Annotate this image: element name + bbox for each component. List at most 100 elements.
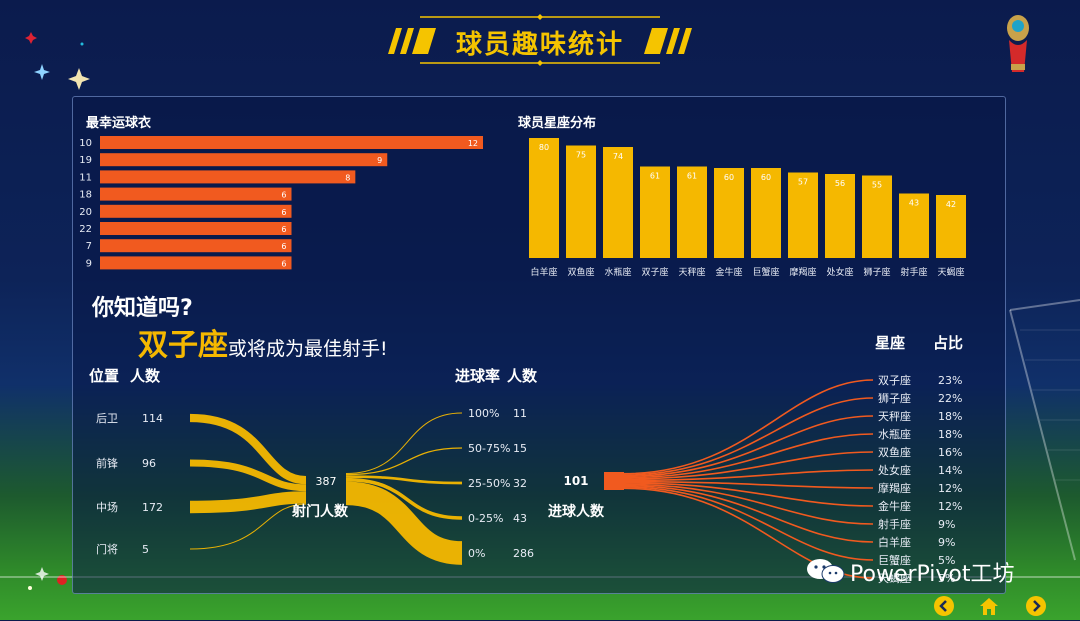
jersey-tick-label: 7 bbox=[86, 241, 92, 252]
source-value: 114 bbox=[142, 412, 163, 425]
callout-highlight: 双子座 bbox=[138, 328, 228, 363]
zodiac-data-label: 80 bbox=[539, 143, 549, 152]
jersey-tick-label: 9 bbox=[86, 258, 92, 269]
zodiac-flow-value: 14% bbox=[938, 464, 962, 477]
jersey-bar bbox=[100, 204, 292, 218]
target-flow bbox=[345, 477, 463, 520]
zodiac-bar bbox=[640, 166, 670, 258]
zodiac-flow-label: 狮子座 bbox=[878, 391, 911, 405]
jersey-bar bbox=[100, 222, 292, 235]
zodiac-data-label: 61 bbox=[650, 172, 660, 181]
jersey-bar bbox=[100, 239, 292, 253]
zodiac-flow bbox=[623, 451, 874, 480]
callout-question: 你知道吗? bbox=[92, 296, 193, 321]
zodiac-flow-value: 16% bbox=[938, 446, 962, 459]
zodiac-tick-label: 金牛座 bbox=[715, 266, 742, 278]
zodiac-header: 星座 bbox=[875, 334, 906, 352]
shot-center-label: 射门人数 bbox=[292, 504, 348, 520]
zodiac-tick-label: 射手座 bbox=[900, 266, 927, 278]
zodiac-bar-chart: 80 白羊座 75 双鱼座 74 水瓶座 61 双子座 61 天秤座 60 金牛座 60 巨蟹座 57 摩羯座… bbox=[529, 138, 966, 278]
zodiac-flow-value: 12% bbox=[938, 482, 962, 495]
jersey-bar-chart: 10 12 19 9 11 8 18 6 20 6 22 6 7 6 9 6 bbox=[79, 136, 483, 270]
chevron-right-icon bbox=[1033, 600, 1041, 612]
jersey-data-label: 8 bbox=[345, 173, 350, 182]
zodiac-tick-label: 巨蟹座 bbox=[752, 266, 779, 278]
jersey-tick-label: 20 bbox=[79, 207, 92, 218]
jersey-tick-label: 18 bbox=[79, 190, 92, 201]
goal-center-bar bbox=[604, 472, 624, 490]
zodiac-data-label: 43 bbox=[909, 199, 919, 208]
source-flow bbox=[189, 459, 307, 492]
zodiac-tick-label: 双鱼座 bbox=[567, 266, 594, 278]
jersey-tick-label: 22 bbox=[79, 224, 92, 235]
zodiac-bar bbox=[862, 175, 892, 258]
rate-count-header: 人数 bbox=[507, 367, 538, 385]
zodiac-tick-label: 水瓶座 bbox=[604, 266, 631, 278]
zodiac-data-label: 60 bbox=[724, 173, 734, 182]
zodiac-flow-label: 处女座 bbox=[878, 463, 911, 477]
zodiac-flow-label: 双鱼座 bbox=[878, 445, 911, 459]
target-flow bbox=[345, 475, 463, 485]
zodiac-flow bbox=[623, 433, 874, 479]
zodiac-data-label: 57 bbox=[798, 178, 808, 187]
source-flow bbox=[189, 491, 307, 514]
star-icon bbox=[34, 64, 50, 80]
zodiac-flow bbox=[623, 415, 874, 478]
jersey-data-label: 6 bbox=[281, 259, 286, 268]
source-value: 96 bbox=[142, 457, 156, 470]
chevron-left-icon bbox=[939, 600, 947, 612]
callout-rest: 或将成为最佳射手! bbox=[228, 338, 388, 360]
zodiac-flow-label: 白羊座 bbox=[878, 535, 911, 549]
zodiac-data-label: 61 bbox=[687, 172, 697, 181]
ratio-header: 占比 bbox=[933, 334, 964, 352]
jersey-chart-title: 最幸运球衣 bbox=[86, 116, 152, 131]
target-flow bbox=[345, 412, 463, 474]
zodiac-flow-label: 巨蟹座 bbox=[878, 553, 911, 567]
zodiac-data-label: 56 bbox=[835, 179, 845, 188]
count-header: 人数 bbox=[130, 367, 161, 385]
zodiac-flow-label: 双子座 bbox=[878, 373, 911, 387]
zodiac-bar bbox=[788, 172, 818, 258]
zodiac-tick-label: 天蝎座 bbox=[937, 266, 964, 278]
jersey-bar bbox=[100, 153, 388, 167]
page-title-banner: 球员趣味统计 bbox=[380, 14, 700, 66]
page-title: 球员趣味统计 bbox=[455, 30, 624, 60]
zodiac-bar bbox=[714, 168, 744, 258]
prev-button[interactable] bbox=[934, 596, 954, 616]
zodiac-tick-label: 狮子座 bbox=[863, 266, 890, 278]
target-label: 0-25% bbox=[468, 512, 503, 525]
next-button[interactable] bbox=[1026, 596, 1046, 616]
zodiac-data-label: 60 bbox=[761, 173, 771, 182]
star-icon bbox=[25, 32, 37, 44]
shot-sankey: 后卫 114 前锋 96 中场 172 门将 5 100% 11 50-75% 15 25-50% 32 0… bbox=[96, 407, 534, 565]
target-value: 286 bbox=[513, 547, 534, 560]
target-label: 25-50% bbox=[468, 477, 510, 490]
target-label: 0% bbox=[468, 547, 485, 560]
zodiac-flow bbox=[623, 469, 874, 482]
zodiac-flow-label: 天蝎座 bbox=[878, 571, 911, 585]
rate-header: 进球率 bbox=[455, 367, 501, 385]
source-label: 中场 bbox=[96, 500, 118, 514]
zodiac-tick-label: 摩羯座 bbox=[789, 266, 816, 278]
burst-icon bbox=[68, 68, 90, 90]
zodiac-tick-label: 处女座 bbox=[826, 266, 853, 278]
jersey-data-label: 9 bbox=[377, 156, 382, 165]
zodiac-flow-value: 5% bbox=[938, 554, 955, 567]
zodiac-bar bbox=[825, 174, 855, 258]
zodiac-flow-label: 射手座 bbox=[878, 517, 911, 531]
goal-center-value: 101 bbox=[563, 474, 588, 488]
title-ornament bbox=[388, 14, 692, 66]
callout-line: 双子座或将成为最佳射手! bbox=[138, 320, 388, 364]
zodiac-bar bbox=[529, 138, 559, 258]
home-button[interactable] bbox=[978, 595, 1000, 617]
zodiac-data-label: 55 bbox=[872, 181, 882, 190]
source-label: 后卫 bbox=[96, 412, 118, 425]
position-header: 位置 bbox=[89, 367, 120, 385]
zodiac-chart-title: 球员星座分布 bbox=[518, 116, 597, 131]
watermark: PowerPivot工坊 bbox=[850, 562, 1015, 587]
zodiac-flow-label: 水瓶座 bbox=[878, 427, 911, 441]
target-label: 50-75% bbox=[468, 442, 510, 455]
zodiac-flow bbox=[623, 379, 874, 475]
source-value: 172 bbox=[142, 501, 163, 514]
zodiac-flow bbox=[623, 397, 874, 476]
